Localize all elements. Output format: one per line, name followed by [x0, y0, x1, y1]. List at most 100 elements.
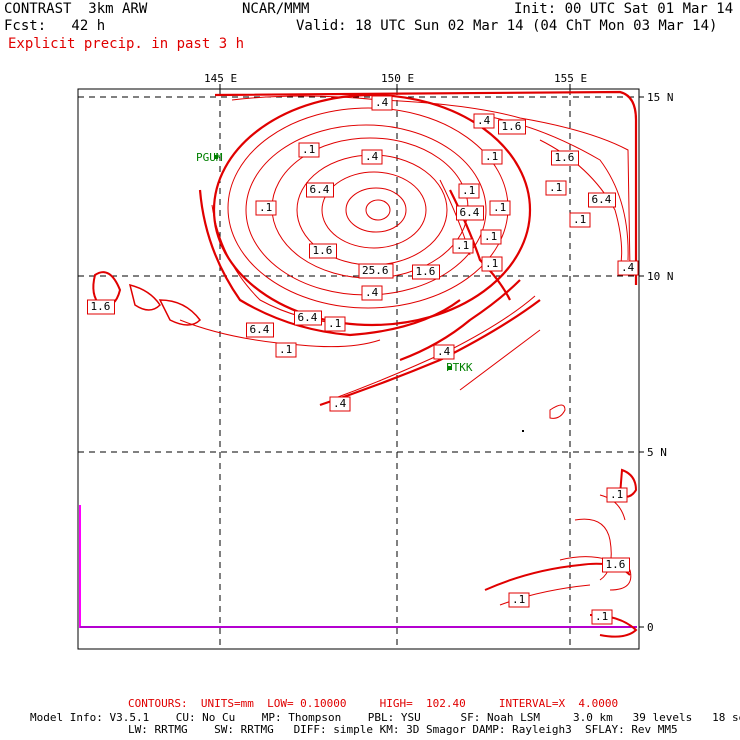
contour-label: .1 [462, 184, 476, 197]
contour-label: .1 [328, 317, 342, 330]
contour-label-box [452, 238, 474, 254]
contour-label-box [489, 200, 511, 216]
lat-label-15: 15 N [647, 91, 674, 104]
contour-label-box [412, 264, 440, 280]
contour-label-box [602, 557, 630, 573]
contour-label-box [617, 260, 639, 276]
contour-sw-arm-inner [211, 204, 351, 325]
contour-label: 1.6 [605, 558, 626, 571]
lon-label-155: 155 E [554, 72, 588, 85]
axis-ticks [219, 84, 644, 628]
lat-label-10: 10 N [647, 270, 674, 283]
contour-label-box [481, 256, 503, 272]
contour-se-band-inner [329, 295, 536, 401]
station-ptkk-label: PTKK [446, 361, 473, 374]
contour-label: .1 [549, 181, 563, 194]
contour-label-box [481, 149, 503, 165]
contour-label-box [569, 212, 591, 228]
contour-label: 1.6 [501, 120, 522, 133]
contour-label-box [606, 487, 628, 503]
lon-label-150: 150 E [381, 72, 415, 85]
contour-label: .4 [333, 397, 347, 410]
station-ptkk-marker [448, 366, 452, 370]
contour-label-box [456, 205, 484, 221]
init-time: Init: 00 UTC Sat 01 Mar 14 [514, 1, 734, 17]
contour-label: 6.4 [459, 206, 480, 219]
contour-label-box [294, 310, 322, 326]
contour-ring-1 [212, 93, 532, 327]
contour-label-box [458, 183, 480, 199]
contour-label-box [433, 344, 455, 360]
contour-label-box [545, 180, 567, 196]
contour-label: .4 [477, 114, 491, 127]
contour-label-box [480, 229, 502, 245]
contour-label: 1.6 [415, 265, 436, 278]
contour-label: .1 [279, 343, 293, 356]
station-pgum-label: PGUM [196, 151, 223, 164]
contour-label-box [498, 119, 526, 135]
contour-label: .1 [573, 213, 587, 226]
valid-time: Valid: 18 UTC Sun 02 Mar 14 (04 ChT Mon … [296, 18, 718, 34]
contour-label-box [473, 113, 495, 129]
contour-se-corner-2 [599, 494, 626, 521]
contour-label: 6.4 [249, 323, 270, 336]
station-dot [522, 430, 524, 432]
contour-label: 6.4 [297, 311, 318, 324]
contour-label: .1 [259, 201, 273, 214]
contour-north-band [214, 90, 638, 285]
contour-west-cell-2 [128, 283, 161, 311]
contour-label-box [591, 609, 613, 625]
contour-info: CONTOURS: UNITS=mm LOW= 0.10000 HIGH= 10… [128, 697, 619, 710]
contour-label: .1 [512, 593, 526, 606]
contour-se-corner-6 [499, 584, 591, 606]
contour-label: .1 [302, 143, 316, 156]
contour-label: .1 [484, 230, 498, 243]
contour-label-box [361, 285, 383, 301]
contour-north-band-inner [231, 95, 631, 271]
contour-label-box [255, 200, 277, 216]
contour-se-band [319, 299, 541, 407]
contour-south-arm [179, 319, 381, 348]
contour-label: 6.4 [309, 183, 330, 196]
contour-label: .1 [493, 201, 507, 214]
model-info-line1: Model Info: V3.5.1 CU: No Cu MP: Thompso… [30, 711, 740, 724]
contour-se-band-3 [459, 329, 541, 391]
contour-label-box [551, 150, 579, 166]
contour-label-box [246, 322, 274, 338]
contour-label: 1.6 [90, 300, 111, 313]
contour-label: 1.6 [312, 244, 333, 257]
contour-ring-8 [365, 199, 391, 221]
contour-label-box [306, 182, 334, 198]
contour-label: 1.6 [554, 151, 575, 164]
contour-label: .4 [375, 96, 389, 109]
contour-label: 6.4 [591, 193, 612, 206]
contour-label: .1 [485, 150, 499, 163]
contour-ring-6 [321, 171, 427, 249]
contour-label: .4 [365, 150, 379, 163]
contour-label-boxes [87, 95, 639, 625]
contour-ring-7 [345, 187, 407, 233]
coast-boundary [79, 505, 637, 628]
contour-se-band-2 [399, 279, 521, 362]
contour-label: .1 [610, 488, 624, 501]
lat-label-5: 5 N [647, 446, 667, 459]
contour-label-box [358, 263, 394, 279]
contour-label: .1 [456, 239, 470, 252]
model-info-line2: LW: RRTMG SW: RRTMG DIFF: simple KM: 3D … [128, 723, 678, 736]
forecast-hour: Fcst: 42 h [4, 18, 106, 34]
contour-label-box [298, 142, 320, 158]
contour-label-box [329, 396, 351, 412]
contour-small-cell [549, 404, 566, 419]
lon-label-145: 145 E [204, 72, 238, 85]
lat-lon-grid [78, 89, 639, 649]
contour-label-box [324, 316, 346, 332]
lat-label-0: 0 [647, 621, 654, 634]
contour-label: 25.6 [362, 264, 389, 277]
contour-sw-arm [198, 189, 461, 337]
map-frame [77, 88, 640, 650]
contour-label: .4 [621, 261, 635, 274]
contour-label: .4 [365, 286, 379, 299]
contour-label-box [87, 299, 115, 315]
model-center: NCAR/MMM [242, 1, 310, 17]
